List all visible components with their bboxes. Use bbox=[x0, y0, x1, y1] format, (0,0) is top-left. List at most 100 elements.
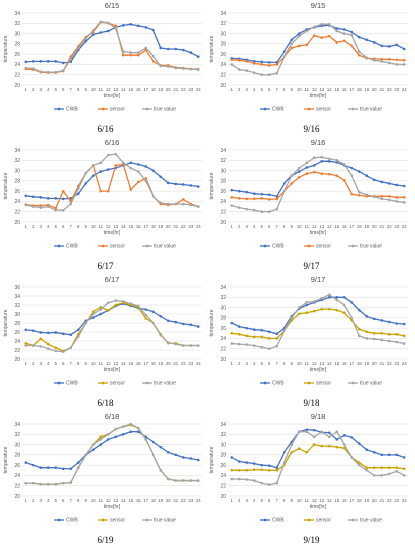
data-point bbox=[196, 185, 200, 188]
chart-panel: 6/18 20 22 24 26 28 30 32 34 1 2 3 4 5 6 7 8 9 10 11 12 13 14 1… bbox=[2, 411, 209, 548]
x-tick-label: 5 bbox=[261, 224, 264, 229]
data-point bbox=[260, 463, 264, 467]
x-tick-label: 13 bbox=[319, 87, 324, 92]
x-tick-label: 20 bbox=[372, 87, 377, 92]
data-point bbox=[114, 427, 118, 431]
x-tick-label: 11 bbox=[305, 224, 310, 229]
legend-swatch-marker bbox=[351, 518, 355, 522]
series-line bbox=[231, 293, 405, 350]
data-point bbox=[129, 166, 133, 170]
x-tick-label: 5 bbox=[55, 224, 58, 229]
data-point bbox=[305, 29, 309, 33]
data-point bbox=[357, 442, 361, 445]
data-point bbox=[365, 337, 369, 340]
y-axis-label: temperature bbox=[209, 35, 215, 62]
y-axis-label: temperature bbox=[209, 309, 215, 336]
x-tick-label: 3 bbox=[40, 224, 43, 229]
data-point bbox=[267, 61, 271, 64]
y-tick-label: 22 bbox=[220, 347, 226, 353]
data-point bbox=[380, 466, 384, 470]
data-point bbox=[174, 66, 178, 70]
data-point bbox=[402, 456, 406, 459]
x-tick-label: 20 bbox=[372, 361, 377, 366]
x-tick-label: 13 bbox=[113, 498, 118, 503]
x-tick-label: 14 bbox=[121, 361, 126, 366]
legend-label: sensor bbox=[316, 518, 331, 524]
legend-label: CWB bbox=[272, 518, 284, 524]
data-point bbox=[245, 326, 249, 330]
data-point bbox=[84, 453, 88, 457]
y-axis-label: temperature bbox=[209, 172, 215, 199]
data-point bbox=[196, 55, 200, 59]
data-point bbox=[327, 295, 331, 299]
data-point bbox=[267, 73, 271, 77]
data-point bbox=[237, 325, 241, 328]
data-point bbox=[395, 333, 399, 336]
x-tick-label: 13 bbox=[113, 87, 118, 92]
data-point bbox=[372, 41, 376, 44]
data-point bbox=[260, 192, 264, 196]
data-point bbox=[402, 63, 406, 66]
x-tick-label: 6 bbox=[62, 87, 65, 92]
x-tick-label: 5 bbox=[55, 361, 58, 366]
x-tick-label: 16 bbox=[136, 87, 141, 92]
y-tick-label: 36 bbox=[14, 285, 20, 291]
data-point bbox=[395, 196, 399, 199]
y-tick-label: 28 bbox=[220, 453, 226, 459]
data-point bbox=[260, 210, 264, 214]
data-point bbox=[46, 466, 50, 470]
data-point bbox=[297, 34, 301, 38]
data-point bbox=[267, 464, 271, 467]
x-tick-label: 10 bbox=[297, 87, 302, 92]
data-point bbox=[267, 64, 271, 67]
legend-label: true value bbox=[154, 107, 176, 113]
x-tick-label: 9 bbox=[85, 498, 88, 503]
data-point bbox=[39, 337, 43, 341]
data-point bbox=[136, 53, 140, 57]
data-point bbox=[106, 29, 110, 33]
x-tick-label: 7 bbox=[276, 361, 279, 366]
y-tick-label: 30 bbox=[220, 305, 226, 311]
x-tick-label: 14 bbox=[121, 87, 126, 92]
y-tick-label: 22 bbox=[220, 484, 226, 490]
data-point bbox=[357, 308, 361, 312]
data-point bbox=[46, 70, 50, 74]
data-point bbox=[387, 45, 391, 48]
legend-label: CWB bbox=[272, 244, 284, 250]
x-tick-label: 8 bbox=[283, 498, 286, 503]
x-tick-label: 6 bbox=[62, 498, 65, 503]
data-point bbox=[46, 342, 50, 346]
data-point bbox=[320, 160, 324, 163]
data-point bbox=[305, 172, 309, 175]
data-point bbox=[166, 202, 170, 206]
data-point bbox=[312, 443, 316, 446]
data-point bbox=[327, 172, 331, 176]
data-point bbox=[181, 67, 185, 70]
y-tick-label: 22 bbox=[14, 348, 20, 354]
y-tick-label: 34 bbox=[220, 148, 226, 154]
data-point bbox=[372, 466, 376, 470]
legend-swatch-marker bbox=[263, 518, 267, 522]
x-tick-label: 22 bbox=[387, 498, 392, 503]
data-point bbox=[61, 332, 65, 336]
data-point bbox=[166, 319, 170, 323]
x-tick-label: 17 bbox=[349, 361, 354, 366]
chart-panel: 6/17 20 22 24 26 28 30 32 34 36 1 2 3 4 5 6 7 8 9 10 11 12 13 1… bbox=[2, 274, 209, 411]
legend-swatch-marker bbox=[263, 381, 267, 385]
data-point bbox=[181, 344, 185, 347]
data-point bbox=[365, 330, 369, 334]
data-point bbox=[387, 333, 391, 336]
data-point bbox=[335, 295, 339, 299]
x-tick-label: 24 bbox=[402, 224, 407, 229]
data-point bbox=[144, 313, 148, 317]
data-point bbox=[46, 60, 50, 63]
data-point bbox=[402, 322, 406, 326]
chart-panel: 6/15 20 22 24 26 28 30 32 34 1 2 3 4 5 6 7 8 9 10 11 12 13 14 1… bbox=[2, 0, 209, 137]
data-point bbox=[245, 478, 249, 481]
data-point bbox=[230, 196, 234, 199]
data-point bbox=[174, 453, 178, 457]
x-tick-label: 7 bbox=[276, 224, 279, 229]
x-tick-label: 19 bbox=[158, 224, 163, 229]
x-tick-label: 2 bbox=[238, 498, 241, 503]
y-tick-label: 28 bbox=[14, 179, 20, 185]
